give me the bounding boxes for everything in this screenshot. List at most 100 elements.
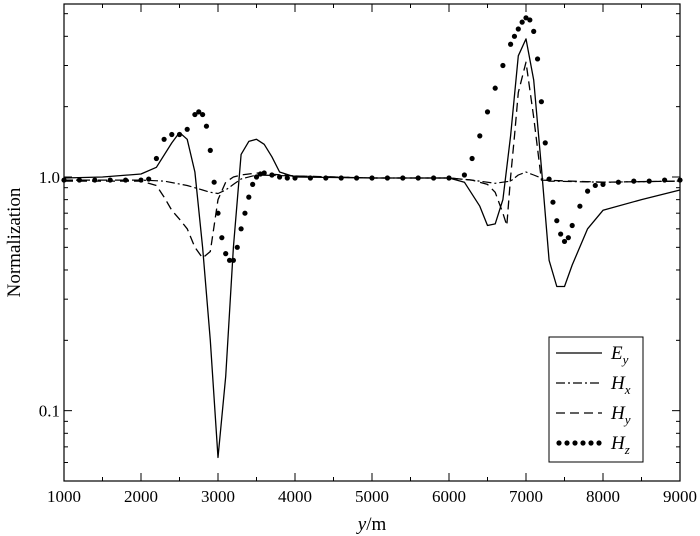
- x-tick-label: 5000: [355, 487, 389, 506]
- legend-label: Hz: [610, 433, 630, 457]
- data-point: [176, 131, 183, 138]
- data-point: [554, 218, 560, 224]
- x-tick-label: 4000: [278, 487, 312, 506]
- legend-label-sub: y: [621, 352, 629, 367]
- data-point: [323, 175, 329, 181]
- data-point: [92, 177, 98, 183]
- data-point: [169, 131, 175, 138]
- legend-item: Hz: [556, 433, 630, 457]
- x-tick-label: 3000: [201, 487, 235, 506]
- data-point: [500, 62, 506, 69]
- data-point: [277, 174, 283, 180]
- data-point: [215, 210, 221, 216]
- data-point: [226, 257, 233, 263]
- x-tick-label: 9000: [663, 487, 697, 506]
- data-point: [207, 147, 213, 153]
- legend-swatch-dot: [572, 440, 578, 446]
- legend-swatch-dot: [588, 440, 594, 446]
- data-point: [542, 140, 548, 146]
- data-point: [646, 178, 652, 184]
- data-point: [307, 175, 313, 181]
- legend-item: Hx: [556, 373, 631, 397]
- series-hz: [61, 15, 683, 263]
- data-point: [561, 238, 568, 245]
- x-tick-label: 1000: [47, 487, 81, 506]
- data-point: [477, 133, 483, 139]
- data-point: [662, 177, 668, 183]
- legend-label-sub: y: [623, 412, 631, 427]
- data-point: [219, 235, 225, 241]
- x-tick-label: 2000: [124, 487, 158, 506]
- y-axis-label: Normalization: [4, 187, 25, 297]
- x-axis-label-unit: /m: [366, 514, 386, 535]
- data-point: [631, 178, 637, 184]
- data-point: [123, 177, 129, 183]
- data-point: [192, 111, 198, 118]
- legend-label-main: H: [610, 403, 626, 424]
- legend-item: Hy: [556, 403, 631, 427]
- data-point: [585, 188, 591, 194]
- legend-label: Hx: [610, 373, 631, 397]
- data-point: [550, 199, 556, 205]
- series-line: [64, 61, 681, 259]
- data-point: [211, 179, 217, 185]
- data-point: [527, 17, 533, 23]
- data-point: [242, 210, 248, 216]
- legend-swatch-dot: [556, 440, 562, 446]
- data-point: [269, 172, 275, 178]
- data-point: [161, 136, 167, 142]
- data-point: [200, 111, 206, 118]
- data-point: [76, 177, 82, 183]
- data-point: [531, 28, 537, 34]
- data-point: [431, 175, 437, 181]
- data-point: [238, 226, 244, 232]
- data-point: [508, 41, 514, 47]
- data-point: [153, 155, 159, 162]
- data-point: [146, 176, 152, 182]
- data-point: [253, 174, 260, 180]
- data-point: [577, 203, 583, 209]
- data-point: [230, 257, 236, 263]
- data-point: [107, 177, 113, 183]
- data-point: [519, 19, 525, 25]
- data-point: [446, 175, 452, 181]
- y-tick-label: 1.0: [39, 168, 60, 187]
- data-point: [261, 170, 267, 176]
- data-point: [615, 179, 622, 185]
- data-point: [223, 251, 229, 257]
- data-point: [338, 175, 344, 181]
- data-point: [538, 99, 545, 105]
- data-point: [203, 123, 210, 129]
- x-tick-label: 6000: [432, 487, 466, 506]
- data-point: [234, 244, 240, 250]
- data-point: [523, 15, 529, 21]
- data-point: [184, 126, 190, 132]
- x-axis-label-var: y: [356, 514, 367, 535]
- data-point: [565, 235, 571, 241]
- data-point: [292, 175, 298, 181]
- x-tick-label: 8000: [586, 487, 620, 506]
- data-point: [569, 222, 575, 229]
- legend-item: Ey: [556, 343, 629, 367]
- legend-label: Hy: [610, 403, 631, 427]
- legend-label-sub: z: [624, 442, 630, 457]
- data-point: [196, 109, 202, 115]
- data-point: [415, 175, 421, 181]
- legend-label-main: H: [610, 433, 626, 454]
- data-point: [484, 109, 491, 115]
- legend-label-main: E: [610, 343, 623, 364]
- data-point: [354, 175, 360, 181]
- data-point: [558, 231, 564, 237]
- legend-label-sub: x: [624, 382, 631, 397]
- y-tick-label: 0.1: [39, 402, 60, 421]
- data-point: [138, 177, 144, 183]
- data-point: [250, 181, 256, 187]
- data-point: [546, 176, 552, 182]
- data-point: [600, 181, 606, 187]
- legend-swatch-dot: [580, 440, 586, 446]
- legend-swatch-dot: [564, 440, 570, 446]
- data-point: [284, 175, 290, 181]
- data-point: [400, 175, 406, 181]
- data-point: [369, 175, 375, 181]
